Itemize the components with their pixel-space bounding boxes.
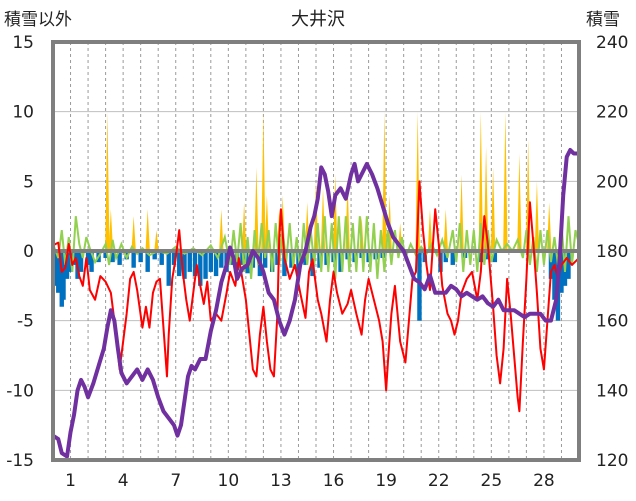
left-tick-label: 15 [12,33,34,53]
left-tick-label: 0 [23,242,34,262]
blue-bar [282,251,287,277]
blue-bar [145,251,150,272]
blue-bar [192,251,198,277]
yellow-spike [241,202,247,251]
blue-bar [219,251,224,268]
blue-bar [117,251,122,265]
blue-bar [166,251,171,286]
left-axis-label: 積雪以外 [4,10,72,30]
chart-title: 大井沢 [291,9,345,30]
blue-bar [289,251,294,268]
blue-bar [78,251,84,272]
x-tick-label: 16 [323,471,345,491]
blue-bar [138,251,143,263]
blue-bar [552,251,557,300]
yellow-spike [503,111,508,252]
yellow-spike [534,181,540,251]
blue-bar [198,251,203,286]
left-tick-label: -10 [6,381,34,401]
blue-bar [56,251,61,293]
blue-bar [566,251,571,279]
right-tick-label: 160 [596,312,628,332]
x-tick-label: 7 [170,471,181,491]
blue-bar [177,251,182,277]
blue-bar [171,251,177,265]
plot-area [51,111,580,459]
x-tick-label: 25 [481,471,503,491]
x-tick-label: 13 [270,471,292,491]
x-tick-label: 4 [118,471,129,491]
right-axis-label: 積雪 [586,10,620,30]
blue-bar [89,251,94,272]
yellow-spike [478,111,484,252]
blue-bar [492,251,498,263]
x-tick-label: 19 [375,471,397,491]
left-tick-label: -5 [17,312,34,332]
right-tick-label: 120 [596,451,628,471]
yellow-spike [333,174,338,251]
blue-bar [303,251,308,265]
x-tick-label: 1 [65,471,76,491]
blue-bar [61,251,66,300]
blue-bar [559,251,564,293]
left-tick-label: 10 [12,103,34,123]
blue-bar [103,251,108,258]
blue-bar [213,251,219,277]
yellow-spike [219,209,224,251]
blue-bar [131,251,136,268]
yellow-spike [131,216,136,251]
blue-bar [182,251,187,279]
left-tick-labels: 15 10 5 0 -5 -10 -15 [6,33,34,471]
blue-bar [417,251,422,321]
x-tick-labels: 1 4 7 10 13 16 19 22 25 28 [65,471,555,491]
blue-bar [338,251,343,272]
blue-bar [110,251,115,263]
yellow-spike [145,209,150,251]
yellow-spike [443,209,448,251]
right-tick-label: 240 [596,33,628,53]
right-tick-label: 140 [596,381,628,401]
left-tick-label: 5 [23,172,34,192]
yellow-spike [261,111,266,252]
blue-bar [262,251,268,268]
yellow-spike [154,230,159,251]
yellow-spike [105,111,110,252]
x-tick-label: 28 [533,471,555,491]
blue-bar [159,251,164,265]
red-series-line [52,180,580,413]
blue-bar [443,251,448,263]
snow-depth-line [51,147,579,459]
left-tick-label: -15 [6,451,34,471]
x-tick-label: 10 [218,471,240,491]
yellow-spike [490,167,496,251]
x-tick-label: 22 [428,471,450,491]
blue-bar [450,251,455,265]
right-tick-label: 200 [596,172,628,192]
right-tick-labels: 240 220 200 180 160 140 120 [596,33,628,471]
blue-bar [208,251,213,272]
blue-bar [152,251,157,260]
blue-bar [275,251,280,265]
plot-frame [51,40,581,462]
yellow-spike [427,209,433,251]
blue-bar [85,251,91,265]
right-tick-label: 220 [596,103,628,123]
blue-bar [187,251,192,272]
yellow-spike [517,153,522,251]
blue-bar [203,251,208,279]
blue-bar [64,251,70,279]
right-tick-label: 180 [596,242,628,262]
blue-bar [548,251,554,279]
